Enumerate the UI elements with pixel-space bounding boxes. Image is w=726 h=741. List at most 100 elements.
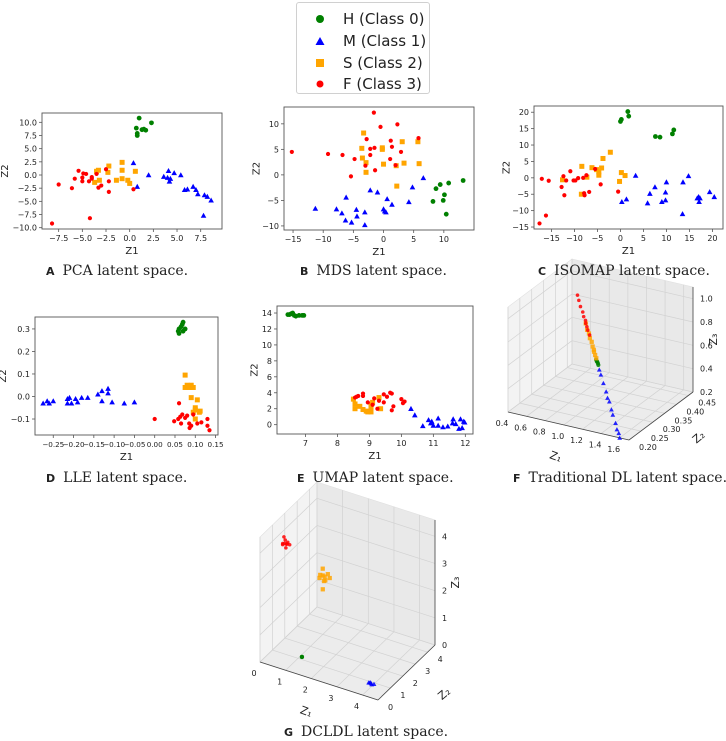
y-axis-label: Z₂	[690, 428, 708, 446]
data-point-f	[578, 304, 583, 309]
data-point-f	[287, 542, 292, 547]
x-tick-label: −2.5	[96, 234, 115, 243]
data-point-m	[383, 209, 389, 215]
data-point-s	[363, 169, 369, 175]
y-axis-label: Z2	[0, 164, 11, 177]
legend-label: M (Class 1)	[343, 32, 427, 50]
caption-a: A PCA latent space.	[46, 260, 188, 279]
data-point-f	[381, 392, 386, 397]
x-tick-label: 12	[460, 439, 470, 448]
data-point-m	[95, 391, 101, 397]
data-point-m	[406, 199, 412, 205]
legend-entry-s: S (Class 2)	[297, 53, 423, 73]
data-point-f	[562, 193, 567, 198]
data-point-h	[299, 654, 304, 659]
data-point-m	[697, 195, 703, 201]
data-point-s	[182, 372, 188, 378]
x-tick-label: 9	[367, 439, 372, 448]
data-point-m	[420, 423, 426, 429]
y-tick-label: −2.5	[18, 184, 37, 193]
y-tick-label: 2	[267, 405, 272, 414]
data-point-f	[325, 151, 331, 157]
data-point-s	[119, 176, 125, 182]
series-f	[289, 110, 421, 179]
data-point-f	[391, 404, 396, 409]
x-axis-label: Z1	[125, 246, 138, 257]
data-point-f	[577, 298, 581, 303]
data-point-f	[389, 144, 395, 149]
data-point-s	[320, 566, 325, 571]
y-tick-label: 8	[267, 357, 272, 366]
y-tick-label: −5	[517, 190, 529, 199]
x-axis-line	[507, 411, 630, 441]
data-point-s	[325, 572, 330, 577]
data-point-s	[399, 139, 405, 145]
caption-letter: B	[300, 265, 309, 278]
y-tick-label: 5	[524, 157, 529, 166]
series-h	[430, 178, 466, 217]
data-point-m	[409, 184, 416, 190]
data-point-m	[616, 430, 622, 436]
data-point-s	[578, 191, 584, 197]
data-point-f	[583, 321, 588, 326]
data-point-m	[596, 367, 602, 372]
data-point-s	[352, 401, 358, 407]
x-tick-label: 7	[303, 439, 308, 448]
data-point-f	[363, 163, 368, 168]
legend-label: F (Class 3)	[343, 75, 422, 93]
scatter-panel-b: −15 −10 −5 0 5 10 −10 −5 0 5 10 Z1 Z2	[252, 106, 475, 258]
data-point-f	[103, 167, 109, 172]
data-point-m	[412, 412, 418, 418]
x-tick-label: 0.15	[208, 440, 224, 449]
z-tick-label: 0.6	[700, 341, 713, 350]
data-point-m	[613, 420, 618, 426]
caption-letter: E	[297, 472, 305, 485]
data-point-m	[193, 186, 199, 192]
data-point-s	[596, 169, 602, 175]
y-axis-label: Z2	[252, 162, 263, 175]
series-m	[366, 680, 377, 687]
data-point-h	[671, 127, 677, 133]
y-tick-label: −10.0	[12, 224, 37, 233]
x-tick-label: −15	[285, 235, 302, 244]
series-f	[537, 166, 621, 226]
data-point-h	[653, 134, 658, 139]
data-point-f	[564, 178, 569, 183]
series-h	[285, 310, 307, 319]
data-point-s	[350, 396, 356, 402]
data-point-f	[360, 391, 366, 396]
grid-line	[316, 606, 436, 646]
x-tick-label: 1	[277, 677, 282, 686]
caption-text: DCLDL latent space.	[301, 724, 449, 740]
y-tick-label: 5	[274, 145, 279, 154]
data-point-f	[352, 156, 357, 162]
grid-line	[507, 293, 573, 343]
data-point-m	[632, 172, 639, 178]
data-point-s	[381, 161, 387, 167]
caption-f: F Traditional DL latent space.	[513, 467, 726, 486]
data-point-f	[575, 293, 580, 297]
data-point-m	[449, 420, 456, 426]
data-point-f	[537, 221, 542, 226]
data-point-s	[194, 397, 200, 403]
data-point-f	[372, 168, 378, 173]
z-tick-label: 2	[442, 587, 447, 596]
data-point-f	[384, 394, 390, 399]
x-tick-label: 1.0	[551, 432, 564, 441]
data-point-m	[617, 435, 623, 440]
data-point-f	[543, 213, 549, 218]
data-point-m	[348, 219, 355, 225]
y-tick-label: 0	[388, 703, 393, 712]
data-point-f	[172, 419, 177, 424]
data-point-s	[359, 155, 365, 161]
data-point-s	[589, 165, 595, 171]
data-point-m	[195, 191, 201, 197]
data-point-s	[190, 409, 196, 415]
y-axis-line	[628, 391, 694, 441]
x-tick-label: 0.6	[514, 423, 527, 432]
data-point-s	[607, 149, 613, 155]
data-point-s	[376, 395, 382, 401]
data-point-m	[603, 389, 609, 394]
grid-line	[571, 316, 694, 346]
data-point-s	[379, 146, 385, 152]
